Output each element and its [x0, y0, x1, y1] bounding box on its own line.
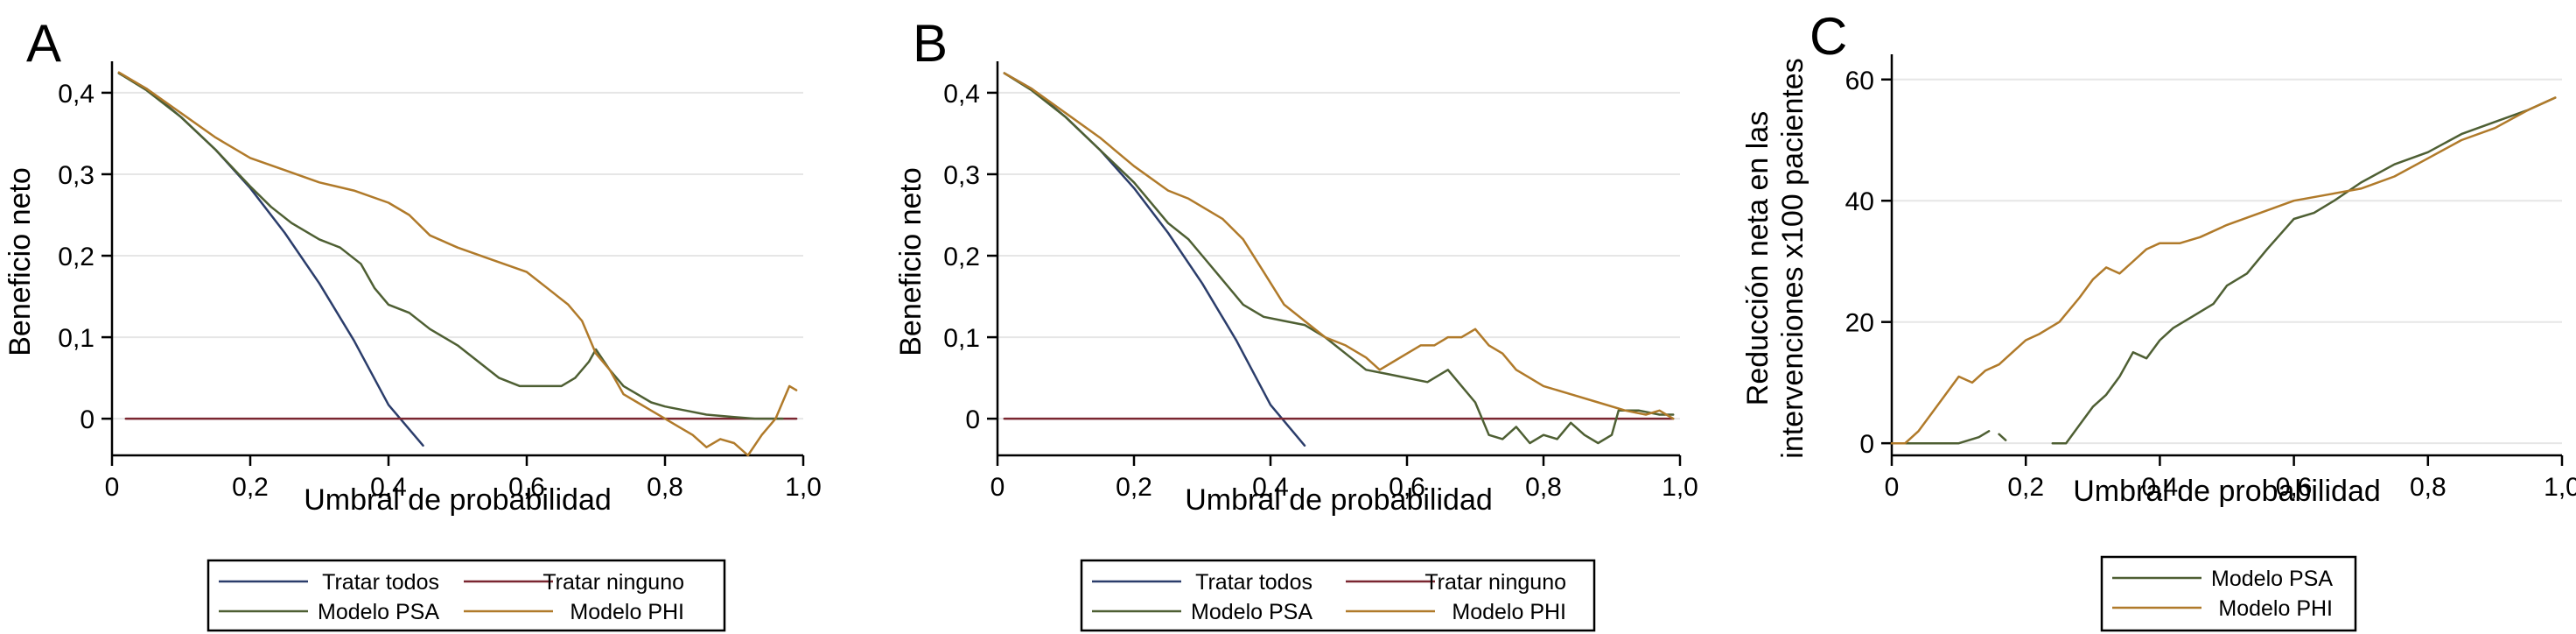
x-tick-label: 0,4: [1252, 473, 1289, 502]
series-line-tratar-todos: [117, 72, 424, 447]
legend-label: Modelo PSA: [2211, 567, 2333, 591]
x-tick-label: 0,8: [1525, 473, 1562, 502]
x-tick-label: 0,4: [370, 473, 407, 502]
x-tick-label: 0: [1885, 473, 1900, 502]
y-tick-label: 0: [965, 405, 980, 434]
legend-label: Modelo PHI: [2218, 596, 2333, 621]
series-line-tratar-todos: [1003, 72, 1306, 447]
x-tick-label: 0,6: [1389, 473, 1425, 502]
x-axis-title: Umbral de probabilidad: [304, 483, 612, 517]
series-line-modelo-psa: [2051, 96, 2557, 445]
panel-letter: C: [1810, 7, 1847, 66]
legend-box: [2100, 555, 2357, 632]
legend-label: Modelo PSA: [318, 600, 439, 624]
x-tick-label: 0,8: [647, 473, 683, 502]
y-tick-label: 0: [80, 405, 94, 434]
chart-panel-a: A 0 0,1 0,2 0,3 0,4 0 0,2 0,4 0,6 0,8 1,0 Umbral de …: [4, 14, 822, 632]
x-tick-label: 0,6: [508, 473, 545, 502]
x-tick-label: 0: [990, 473, 1005, 502]
x-axis-title: Umbral de probabilidad: [1185, 483, 1493, 517]
x-tick-label: 1,0: [785, 473, 822, 502]
legend-label: Modelo PHI: [570, 600, 684, 624]
legend-label: Tratar ninguno: [542, 570, 684, 595]
y-tick-label: 0,4: [58, 80, 94, 109]
y-tick-label: 60: [1845, 67, 1874, 95]
panel-letter: B: [913, 14, 948, 73]
legend-label: Tratar ninguno: [1424, 570, 1566, 595]
series-line-modelo-phi: [1890, 96, 2557, 445]
y-tick-label: 0,2: [58, 243, 94, 271]
y-tick-label: 0: [1859, 430, 1874, 459]
x-tick-label: 0,4: [2142, 473, 2179, 502]
legend-label: Tratar todos: [1195, 570, 1312, 595]
y-axis-title: intervenciones x100 pacientes: [1776, 58, 1810, 458]
legend-box: [206, 559, 726, 632]
series-line-modelo-psa: [117, 72, 784, 420]
series-line-modelo-phi: [1003, 72, 1675, 420]
x-tick-label: 1,0: [1662, 473, 1698, 502]
legend-label: Tratar todos: [322, 570, 439, 595]
panel-letter: A: [26, 14, 61, 73]
y-axis-title: Reducción neta en las: [1741, 111, 1774, 405]
legend-box: [1080, 559, 1596, 632]
x-tick-label: 0,8: [2410, 473, 2446, 502]
legend: Modelo PSA Modelo PHI: [2100, 555, 2357, 632]
x-tick-label: 0,2: [232, 473, 269, 502]
y-tick-label: 0,3: [58, 161, 94, 190]
y-tick-label: 20: [1845, 309, 1874, 338]
y-tick-label: 0,2: [943, 243, 980, 271]
x-tick-label: 0,6: [2276, 473, 2313, 502]
x-tick-label: 0,2: [2007, 473, 2044, 502]
y-tick-label: 0,1: [943, 324, 980, 353]
legend-label: Modelo PHI: [1452, 600, 1566, 624]
x-tick-label: 0: [105, 473, 120, 502]
y-axis-title: Beneficio neto: [4, 167, 37, 356]
x-tick-label: 1,0: [2544, 473, 2576, 502]
y-tick-label: 0,4: [943, 80, 980, 109]
y-tick-label: 40: [1845, 187, 1874, 216]
y-tick-label: 0,1: [58, 324, 94, 353]
chart-panel-c: C 0 20 40 60 0 0,2 0,4 0,6 0,8 1,0 Umbral de probab…: [1741, 7, 2576, 632]
series-line-modelo-phi: [117, 71, 798, 457]
y-axis-title: Beneficio neto: [894, 167, 928, 356]
chart-panel-b: B 0 0,1 0,2 0,3 0,4 0 0,2 0,4 0,6 0,8 1,0 Umbral de …: [894, 14, 1698, 632]
x-tick-label: 0,2: [1116, 473, 1152, 502]
series-line-modelo-psa: [1998, 433, 2007, 441]
legend-label: Modelo PSA: [1191, 600, 1312, 624]
x-axis-title: Umbral de probabilidad: [2073, 475, 2381, 508]
series-line-modelo-psa: [1890, 430, 1991, 445]
legend: Tratar todos Tratar ninguno Modelo PSA Mode…: [1080, 559, 1596, 632]
y-tick-label: 0,3: [943, 161, 980, 190]
legend: Tratar todos Tratar ninguno Modelo PSA Mode…: [206, 559, 726, 632]
series-line-modelo-psa: [1003, 72, 1675, 445]
